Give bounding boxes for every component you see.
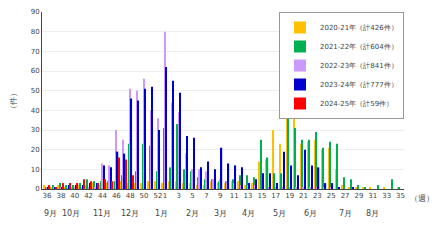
svg-text:12月: 12月 <box>121 209 139 218</box>
svg-text:48: 48 <box>126 192 135 200</box>
svg-text:7月: 7月 <box>339 209 352 218</box>
svg-text:0: 0 <box>35 185 39 193</box>
svg-text:11月: 11月 <box>93 209 111 218</box>
svg-text:2月: 2月 <box>186 209 199 218</box>
svg-text:50: 50 <box>140 192 149 200</box>
svg-text:7: 7 <box>204 192 208 200</box>
svg-text:2022-23年（計841件）: 2022-23年（計841件） <box>320 62 398 70</box>
svg-text:5月: 5月 <box>273 209 286 218</box>
svg-text:35: 35 <box>396 192 405 200</box>
svg-text:11: 11 <box>230 192 239 200</box>
svg-text:42: 42 <box>84 192 93 200</box>
svg-text:19: 19 <box>285 192 294 200</box>
svg-text:15: 15 <box>257 192 266 200</box>
svg-text:（週）: （週） <box>410 194 434 203</box>
svg-text:8月: 8月 <box>366 209 379 218</box>
svg-text:30: 30 <box>31 126 40 134</box>
svg-text:2023-24年（計777件）: 2023-24年（計777件） <box>320 81 398 89</box>
svg-text:3: 3 <box>176 192 180 200</box>
svg-text:50: 50 <box>31 87 40 95</box>
svg-text:5: 5 <box>190 192 194 200</box>
svg-text:9: 9 <box>218 192 222 200</box>
svg-text:33: 33 <box>382 192 391 200</box>
svg-text:2021-22年（計604件）: 2021-22年（計604件） <box>320 43 398 51</box>
svg-text:21: 21 <box>299 192 308 200</box>
svg-text:46: 46 <box>112 192 121 200</box>
svg-text:（件）: （件） <box>9 89 18 113</box>
svg-text:17: 17 <box>271 192 280 200</box>
svg-text:40: 40 <box>31 107 40 115</box>
svg-text:13: 13 <box>244 192 253 200</box>
svg-text:52: 52 <box>153 192 162 200</box>
svg-text:70: 70 <box>31 48 40 56</box>
svg-text:36: 36 <box>43 192 52 200</box>
svg-text:6月: 6月 <box>304 209 317 218</box>
svg-text:3月: 3月 <box>214 209 227 218</box>
svg-text:20: 20 <box>31 146 40 154</box>
svg-text:10月: 10月 <box>62 209 80 218</box>
svg-text:25: 25 <box>327 192 336 200</box>
svg-text:1月: 1月 <box>155 209 168 218</box>
svg-text:44: 44 <box>98 192 107 200</box>
svg-text:90: 90 <box>31 8 40 16</box>
svg-text:31: 31 <box>368 192 377 200</box>
svg-text:9月: 9月 <box>44 209 57 218</box>
svg-text:27: 27 <box>341 192 350 200</box>
svg-text:40: 40 <box>70 192 79 200</box>
svg-text:1: 1 <box>163 192 167 200</box>
svg-text:2020-21年（計426件）: 2020-21年（計426件） <box>320 24 398 32</box>
svg-text:2024-25年（計59件）: 2024-25年（計59件） <box>320 100 393 108</box>
svg-text:23: 23 <box>313 192 322 200</box>
svg-text:60: 60 <box>31 67 40 75</box>
svg-text:38: 38 <box>56 192 65 200</box>
svg-text:10: 10 <box>31 166 40 174</box>
svg-text:80: 80 <box>31 28 40 36</box>
svg-text:29: 29 <box>354 192 363 200</box>
svg-text:4月: 4月 <box>242 209 255 218</box>
